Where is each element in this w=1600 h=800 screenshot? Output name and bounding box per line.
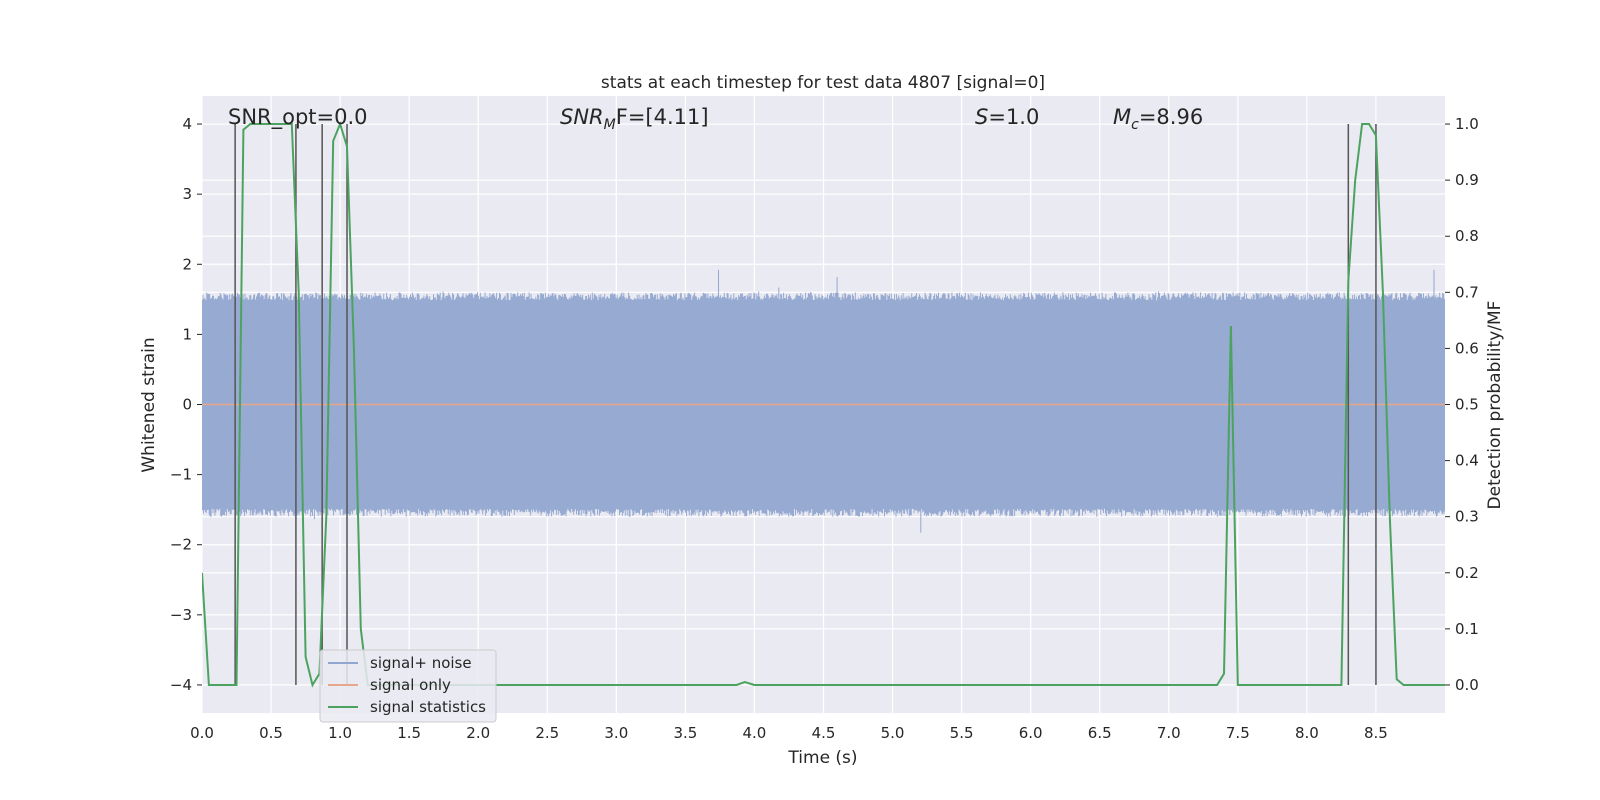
x-tick-label: 5.0 [881,724,905,742]
vertical-markers [234,124,1377,685]
x-tick-label: 3.5 [673,724,697,742]
signal-noise-line [202,269,1445,533]
legend-label-signal-only: signal only [370,676,451,694]
y-tick-label-right: 0.3 [1455,508,1479,526]
chart-title: stats at each timestep for test data 480… [601,73,1045,93]
y-tick-label-right: 0.5 [1455,396,1479,414]
y-tick-label-right: 0.6 [1455,339,1479,357]
y-tick-label-right: 0.9 [1455,171,1479,189]
mc-rest: =8.96 [1139,105,1203,129]
snr-mf-label: SNR [560,105,604,129]
x-tick-label: 8.0 [1295,724,1319,742]
y-tick-label-left: −4 [170,676,192,694]
annotation-snr-opt: SNR_opt=0.0 [228,105,368,130]
series-signal-noise [202,269,1445,533]
y-tick-label-right: 0.4 [1455,452,1479,470]
y-tick-label-right: 0.1 [1455,620,1479,638]
y-tick-label-left: −1 [170,466,192,484]
x-tick-label: 4.5 [812,724,836,742]
legend-label-signal-noise: signal+ noise [370,654,472,672]
y-tick-label-left: −3 [170,606,192,624]
x-tick-label: 2.5 [535,724,559,742]
legend: signal+ noise signal only signal statist… [319,649,497,723]
y-tick-label-left: −2 [170,536,192,554]
y-tick-label-left: 3 [182,185,192,203]
x-tick-label: 7.0 [1157,724,1181,742]
x-axis-label: Time (s) [787,748,857,768]
series-signal-statistics [202,121,1445,688]
y-tick-label-right: 0.2 [1455,564,1479,582]
x-tick-label: 1.5 [397,724,421,742]
legend-box [319,649,497,723]
y-tick-label-left: 2 [182,255,192,273]
ticks: 0.0 0.5 1.0 1.5 2.0 2.5 3.0 3.5 4.0 4.5 5.0 5.5 6.0 6… [170,115,1479,742]
y-tick-label-right: 0.0 [1455,676,1479,694]
x-tick-label: 4.0 [743,724,767,742]
x-tick-label: 7.5 [1226,724,1250,742]
x-tick-label: 2.0 [466,724,490,742]
s-label: S [975,105,988,129]
y-tick-label-left: 1 [182,325,192,343]
annotation-s: S=1.0 [975,105,1039,129]
x-tick-label: 0.5 [259,724,283,742]
x-tick-label: 1.0 [328,724,352,742]
y-axis-label-left: Whitened strain [139,337,159,472]
y-axis-label-right: Detection probability/MF [1485,301,1505,510]
x-tick-label: 6.5 [1088,724,1112,742]
annotation-mc: Mc=8.96 [1113,105,1203,133]
y-tick-label-right: 0.8 [1455,227,1479,245]
signal-statistics-line [202,121,1445,688]
s-rest: =1.0 [988,105,1039,129]
x-tick-label: 3.0 [604,724,628,742]
y-tick-label-left: 4 [182,115,192,133]
annotation-snr-mf: SNRMF=[4.11] [560,105,709,133]
x-tick-label: 0.0 [190,724,214,742]
mc-sub: c [1131,117,1139,133]
x-tick-label: 8.5 [1364,724,1388,742]
legend-label-signal-statistics: signal statistics [370,698,486,716]
x-tick-label: 6.0 [1019,724,1043,742]
y-tick-label-left: 0 [182,396,192,414]
mc-label: M [1113,105,1131,129]
y-tick-label-right: 0.7 [1455,283,1479,301]
snr-mf-sub: M [604,117,616,133]
snr-mf-rest: F=[4.11] [616,105,709,129]
x-tick-label: 5.5 [950,724,974,742]
y-tick-label-right: 1.0 [1455,115,1479,133]
